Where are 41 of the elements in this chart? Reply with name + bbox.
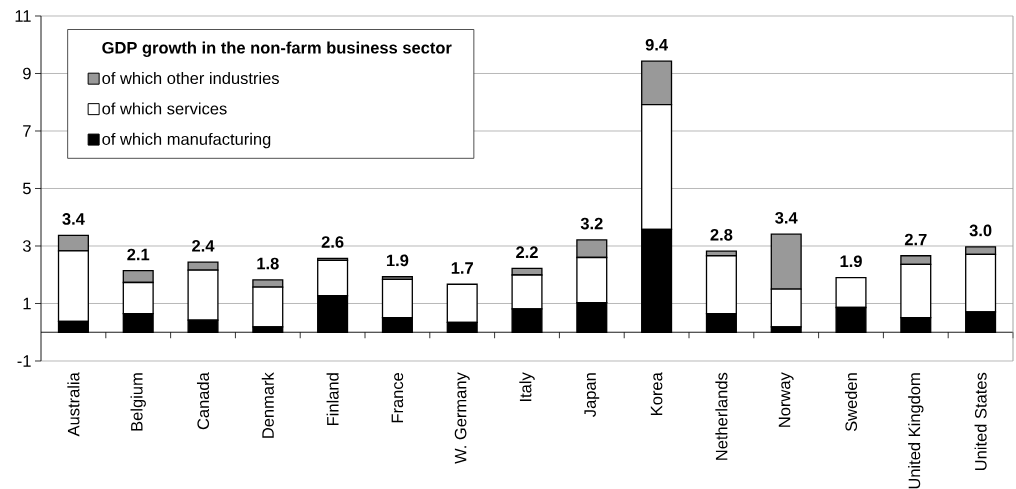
x-tick-label: W. Germany xyxy=(454,372,470,464)
x-tick-label: Belgium xyxy=(130,373,146,431)
x-tick-label: United Kingdom xyxy=(908,373,924,489)
legend-label: of which other industries xyxy=(102,71,279,85)
y-tick-label: 5 xyxy=(22,182,31,195)
total-label: 3.2 xyxy=(580,217,603,230)
total-label: 2.4 xyxy=(192,240,215,252)
y-tick-label: 11 xyxy=(15,10,31,22)
x-tick-label: Canada xyxy=(196,372,210,430)
total-label: 2.2 xyxy=(516,246,538,258)
total-label: 9.4 xyxy=(645,38,668,51)
y-tick-label: -1 xyxy=(17,355,31,367)
x-tick-label: Italy xyxy=(519,372,535,401)
total-label: 2.1 xyxy=(127,248,150,261)
x-tick-label: Australia xyxy=(67,372,80,437)
total-label: 1.8 xyxy=(257,257,279,270)
x-tick-label: France xyxy=(391,372,404,423)
y-tick-label: 9 xyxy=(23,67,31,80)
x-tick-label: Korea xyxy=(650,372,663,415)
total-label: 1.9 xyxy=(386,254,409,267)
legend-label: of which manufacturing xyxy=(102,132,271,149)
y-tick-label: 3 xyxy=(22,240,31,252)
total-label: 3.4 xyxy=(62,213,85,225)
total-label: 2.7 xyxy=(904,233,927,246)
y-tick-label: 7 xyxy=(23,125,31,137)
total-label: 3.4 xyxy=(775,211,798,224)
x-tick-label: Denmark xyxy=(261,372,274,438)
y-tick-label: 1 xyxy=(23,297,31,310)
total-label: 2.8 xyxy=(710,228,733,241)
legend-label: of which services xyxy=(102,102,227,115)
legend-title: GDP growth in the non-farm business sector xyxy=(102,41,452,57)
x-tick-label: Japan xyxy=(584,373,600,417)
x-tick-label: Finland xyxy=(326,373,339,426)
total-label: 1.7 xyxy=(451,262,473,274)
total-label: 3.0 xyxy=(969,224,992,237)
x-tick-label: United States xyxy=(974,372,987,471)
total-label: 1.9 xyxy=(840,255,862,268)
x-tick-label: Sweden xyxy=(844,373,858,432)
total-label: 2.6 xyxy=(321,236,344,248)
x-tick-label: Norway xyxy=(778,372,794,427)
x-tick-label: Netherlands xyxy=(715,372,728,460)
